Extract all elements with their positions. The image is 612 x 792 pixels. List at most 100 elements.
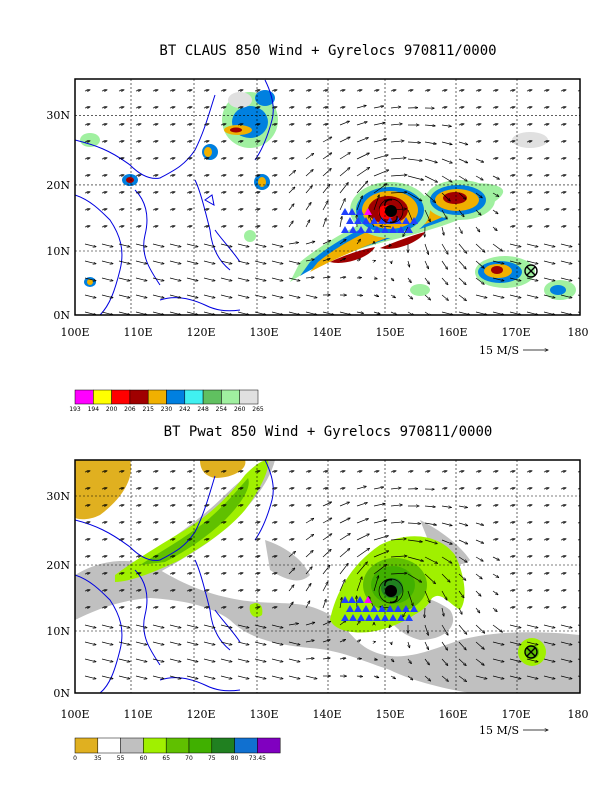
wind-vector — [492, 294, 504, 298]
wind-vector — [237, 226, 243, 227]
wind-vector — [169, 488, 175, 489]
wind-vector — [271, 607, 277, 608]
wind-vector — [390, 158, 406, 159]
wind-vector — [186, 158, 192, 159]
wind-vector — [305, 505, 311, 506]
wind-vector — [186, 471, 192, 472]
wind-vector — [135, 226, 141, 227]
wind-vector — [288, 641, 300, 645]
gyre-triangle — [381, 226, 389, 233]
wind-vector — [169, 607, 175, 608]
wind-vector — [288, 522, 294, 523]
wind-vector — [186, 573, 192, 574]
wind-vector — [458, 658, 466, 666]
gyre-triangle — [346, 217, 354, 224]
wind-vector — [560, 260, 572, 264]
gyre-triangle — [341, 614, 349, 621]
wind-vector — [339, 90, 345, 91]
wind-vector — [305, 583, 311, 592]
wind-vector — [389, 625, 391, 628]
wind-vector — [509, 175, 515, 176]
wind-vector — [526, 90, 532, 91]
wind-vector — [169, 522, 175, 523]
wind-vector — [271, 505, 277, 506]
wind-vector — [135, 141, 141, 142]
wind-vector — [118, 243, 130, 247]
wind-vector — [101, 260, 113, 264]
wind-vector — [118, 107, 124, 108]
wind-vector — [101, 243, 113, 247]
wind-vector — [220, 539, 226, 540]
wind-vector — [288, 277, 300, 281]
wind-vector — [356, 105, 366, 109]
wind-vector — [101, 175, 107, 176]
top-x-label-140e: 140E — [312, 326, 341, 339]
wind-vector — [509, 607, 515, 608]
wind-vector — [407, 523, 421, 524]
wind-vector — [220, 243, 232, 247]
gyre-triangle — [397, 614, 405, 621]
wind-vector — [441, 488, 447, 489]
wind-vector — [101, 641, 113, 645]
gyre-triangle — [378, 605, 386, 612]
wind-vector — [135, 471, 141, 472]
wind-vector — [390, 573, 407, 574]
wind-vector — [475, 522, 484, 525]
wind-vector — [220, 107, 226, 108]
wind-vector — [135, 607, 141, 608]
wind-vector — [84, 539, 90, 540]
wind-vector — [84, 590, 90, 591]
wind-vector — [152, 624, 164, 628]
wind-vector — [373, 139, 387, 143]
wind-vector — [237, 209, 243, 210]
wind-vector — [543, 556, 549, 557]
wind-vector — [458, 590, 464, 598]
wind-vector — [577, 209, 580, 210]
wind-vector — [543, 522, 549, 523]
wind-vector — [441, 658, 448, 666]
wind-vector — [84, 607, 90, 608]
wind-vector — [271, 624, 283, 628]
gyre-triangle — [357, 614, 365, 621]
wind-vector — [152, 522, 158, 523]
wind-vector — [458, 641, 466, 650]
wind-vector — [135, 90, 141, 91]
wind-vector — [101, 209, 107, 210]
wind-vector — [322, 565, 330, 575]
wind-vector — [391, 278, 394, 281]
wind-vector — [288, 141, 294, 142]
wind-vector — [203, 226, 209, 227]
wind-vector — [101, 90, 107, 91]
wind-vector — [407, 277, 411, 283]
wind-vector — [169, 590, 175, 591]
wind-vector — [390, 192, 407, 193]
wind-vector — [560, 522, 566, 523]
wind-vector — [526, 675, 538, 679]
wind-vector — [288, 505, 294, 506]
wind-vector — [424, 158, 437, 163]
wind-vector — [322, 582, 328, 592]
wind-vector — [288, 488, 294, 489]
wind-vector — [373, 564, 387, 575]
wind-vector — [169, 573, 175, 574]
gyre-triangle — [389, 226, 397, 233]
wind-vector — [543, 675, 555, 679]
wind-vector — [254, 573, 260, 574]
wind-vector — [237, 658, 249, 662]
wind-vector — [509, 488, 515, 489]
bottom-colorbar-swatch — [74, 737, 99, 754]
wind-vector — [424, 192, 436, 203]
bottom-storm-center — [378, 578, 404, 604]
wind-vector — [169, 141, 175, 142]
top-x-label-100e: 100E — [60, 326, 89, 339]
wind-vector — [339, 258, 346, 262]
wind-vector — [356, 676, 363, 677]
gyre-triangle — [354, 605, 362, 612]
bottom-map-title: BT Pwat 850 Wind + Gyrelocs 970811/0000 — [164, 424, 493, 440]
wind-vector — [203, 641, 215, 645]
wind-vector — [203, 522, 209, 523]
wind-vector — [237, 522, 243, 523]
wind-vector — [271, 539, 277, 540]
wind-vector — [305, 241, 315, 245]
bottom-colorbar-swatch — [211, 737, 235, 754]
